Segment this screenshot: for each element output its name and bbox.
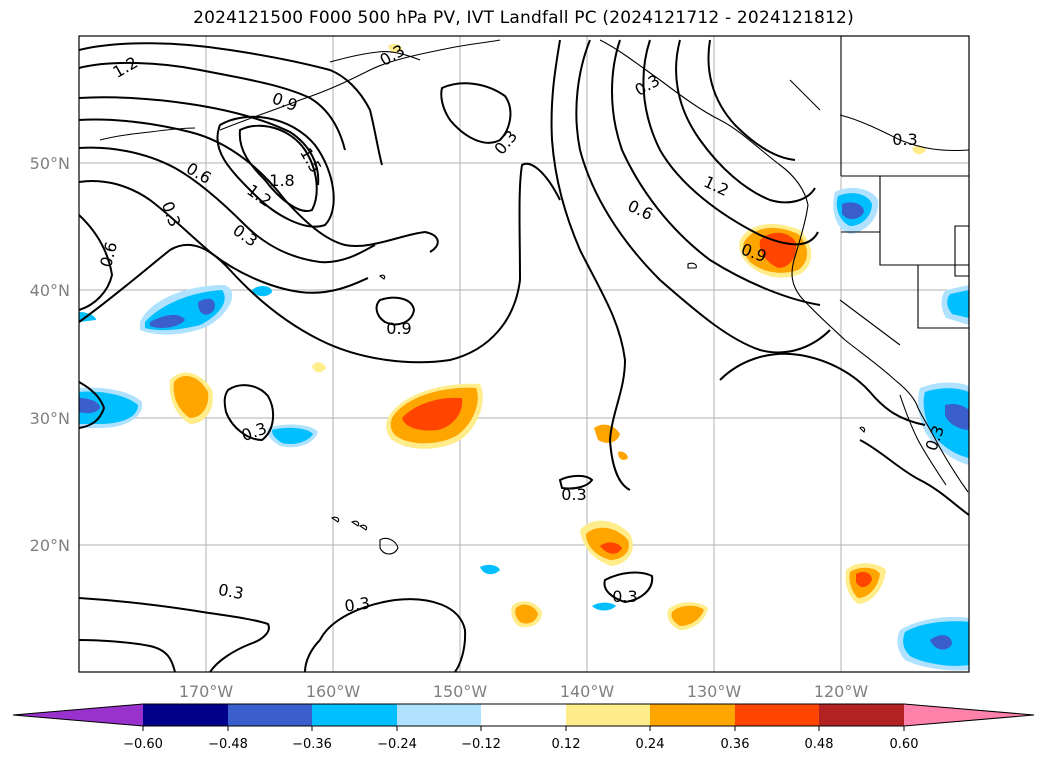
pos-anomaly-blob bbox=[594, 424, 620, 443]
colorbar-segment bbox=[228, 704, 312, 726]
colorbar-tick-label: 0.48 bbox=[805, 737, 834, 752]
colorbar-segment bbox=[735, 704, 819, 726]
colorbar-tick-label: 0.24 bbox=[636, 737, 665, 752]
neg-anomaly-blob bbox=[79, 398, 100, 414]
pos-anomaly-blob bbox=[402, 397, 463, 431]
coastlines bbox=[99, 36, 969, 555]
contour-label: 0.3 bbox=[217, 580, 245, 603]
pos-anomaly-blob bbox=[759, 232, 797, 268]
lon-label: 140°W bbox=[560, 682, 615, 701]
latitude-labels: 50°N 40°N 30°N 20°N bbox=[30, 154, 70, 555]
neg-anomaly-blob bbox=[947, 290, 969, 318]
colorbar-tick-label: 0.36 bbox=[721, 737, 750, 752]
colorbar: −0.60 −0.48 −0.36 −0.24 −0.12 0.12 0.24 … bbox=[12, 703, 1035, 752]
neg-anomaly-blob bbox=[252, 286, 272, 297]
lon-label: 170°W bbox=[179, 682, 234, 701]
lon-label: 130°W bbox=[687, 682, 742, 701]
contour-label: 0.9 bbox=[386, 319, 411, 338]
colorbar-segment bbox=[397, 704, 481, 726]
contour-label: 0.3 bbox=[612, 587, 637, 606]
colorbar-segment bbox=[819, 704, 904, 726]
figure-title: 2024121500 F000 500 hPa PV, IVT Landfall… bbox=[193, 8, 854, 28]
lon-label: 160°W bbox=[306, 682, 361, 701]
colorbar-segment bbox=[143, 704, 228, 726]
pos-anomaly-blob bbox=[388, 43, 402, 53]
pv-contours bbox=[79, 39, 969, 672]
gridlines bbox=[79, 36, 969, 672]
neg-anomaly-blob bbox=[198, 298, 215, 315]
lat-label: 40°N bbox=[30, 281, 70, 300]
colorbar-segment bbox=[312, 704, 397, 726]
pos-anomaly-blob bbox=[912, 145, 926, 155]
neg-anomaly-blob bbox=[592, 602, 616, 611]
neg-anomaly-blob bbox=[842, 202, 864, 220]
pos-anomaly-blob bbox=[515, 604, 538, 624]
colorbar-tick-label: −0.12 bbox=[461, 737, 501, 752]
colorbar-tick-labels: −0.60 −0.48 −0.36 −0.24 −0.12 0.12 0.24 … bbox=[123, 737, 918, 752]
contour-label: 0.3 bbox=[892, 130, 917, 149]
neg-anomaly-blob bbox=[930, 635, 952, 650]
colorbar-extend-low bbox=[13, 704, 143, 726]
lon-label: 150°W bbox=[433, 682, 488, 701]
lat-label: 50°N bbox=[30, 154, 70, 173]
colorbar-tick-label: −0.36 bbox=[292, 737, 332, 752]
pos-anomaly-blob bbox=[173, 376, 209, 418]
colorbar-tick-label: −0.24 bbox=[377, 737, 417, 752]
pos-anomaly-blob bbox=[600, 542, 622, 554]
lon-label: 120°W bbox=[814, 682, 869, 701]
neg-anomaly-blob bbox=[272, 427, 313, 444]
pos-anomaly-blob bbox=[671, 605, 704, 626]
colorbar-segment bbox=[566, 704, 650, 726]
plot-area bbox=[79, 36, 969, 672]
contour-label: 1.8 bbox=[269, 171, 294, 190]
neg-anomaly-blob bbox=[945, 403, 969, 430]
colorbar-tick-label: −0.48 bbox=[208, 737, 248, 752]
pos-anomaly-blob bbox=[618, 451, 628, 460]
lat-label: 30°N bbox=[30, 409, 70, 428]
colorbar-segment bbox=[481, 704, 566, 726]
colorbar-extend-high bbox=[904, 704, 1034, 726]
colorbar-ticks bbox=[142, 726, 905, 731]
pos-anomaly-blob bbox=[856, 572, 872, 588]
colorbar-segment bbox=[650, 704, 735, 726]
colorbar-tick-label: 0.12 bbox=[552, 737, 581, 752]
pos-anomaly-blob bbox=[312, 362, 326, 373]
ivt-pc-filled-contours bbox=[79, 43, 969, 671]
neg-anomaly-blob bbox=[480, 564, 500, 575]
contour-label: 0.3 bbox=[343, 593, 371, 615]
colorbar-tick-label: −0.60 bbox=[123, 737, 163, 752]
lat-label: 20°N bbox=[30, 536, 70, 555]
neg-anomaly-blob bbox=[79, 391, 138, 424]
neg-anomaly-blob bbox=[150, 314, 185, 328]
plot-frame bbox=[78, 35, 970, 673]
contour-label: 0.3 bbox=[561, 485, 586, 504]
colorbar-tick-label: 0.60 bbox=[890, 737, 919, 752]
longitude-labels: 170°W 160°W 150°W 140°W 130°W 120°W bbox=[179, 682, 869, 701]
